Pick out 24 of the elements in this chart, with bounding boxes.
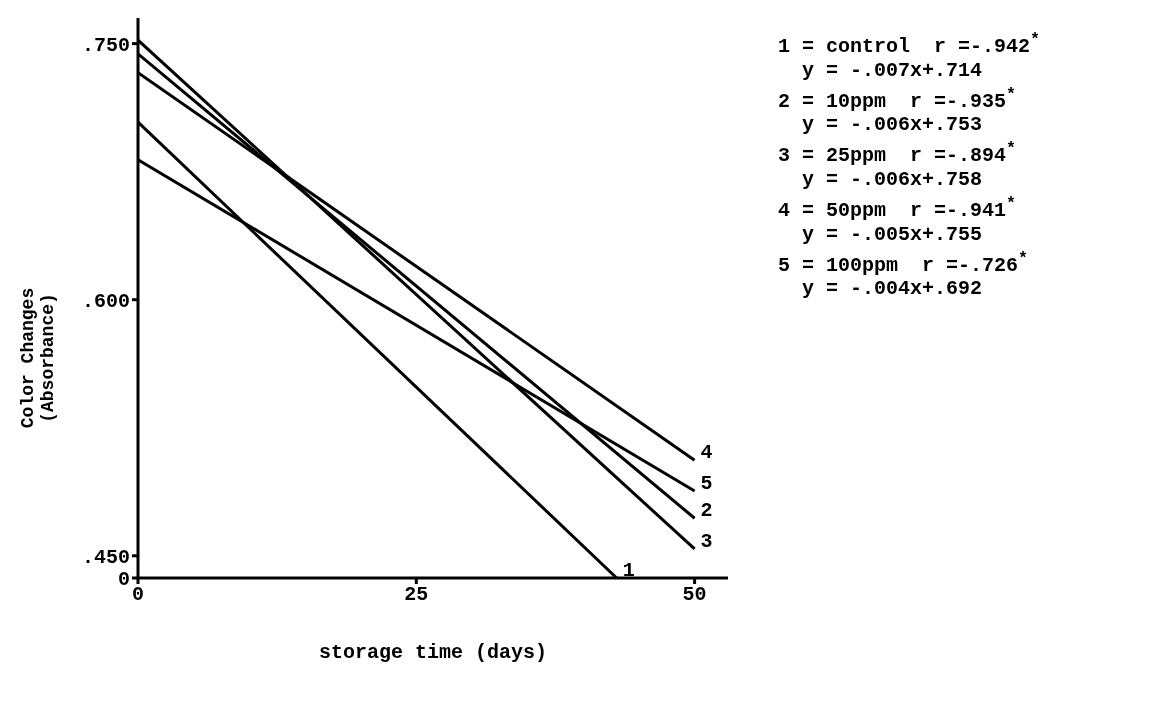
text: y = -.006x+.758	[801, 167, 984, 192]
text: y = -.007x+.714	[801, 58, 984, 83]
y-tick-label: .450	[81, 545, 130, 569]
x-tick-label: 50	[682, 583, 707, 607]
series-label: 1	[622, 559, 635, 582]
y-tick-label: 0	[117, 568, 130, 592]
text: y = -.005x+.755	[801, 222, 984, 247]
series-label: 3	[700, 529, 713, 553]
text: 5 = 100ppm r =-.726$^{*}$	[778, 247, 1030, 278]
text: 1 = control r =-.942$^{*}$	[778, 29, 1041, 59]
text: y = -.006x+.753	[801, 113, 984, 138]
x-tick-label: 25	[404, 583, 429, 607]
series-label: 2	[700, 499, 713, 523]
x-tick-label: 0	[131, 583, 145, 607]
text: 2 = 10ppm r =-.935$^{*}$	[778, 83, 1018, 114]
series-label: 5	[700, 471, 713, 495]
y-tick-label: .750	[81, 33, 130, 57]
y-tick-label: .600	[81, 289, 130, 313]
x-axis-title: storage time (days)	[318, 641, 548, 664]
text: 4 = 50ppm r =-.941$^{*}$	[778, 192, 1018, 223]
text: 3 = 25ppm r =-.894$^{*}$	[778, 138, 1018, 168]
series-label: 4	[700, 441, 713, 465]
y-axis-title: Color Changes (Absorbance)	[18, 287, 58, 429]
text: y = -.004x+.692	[801, 277, 984, 302]
